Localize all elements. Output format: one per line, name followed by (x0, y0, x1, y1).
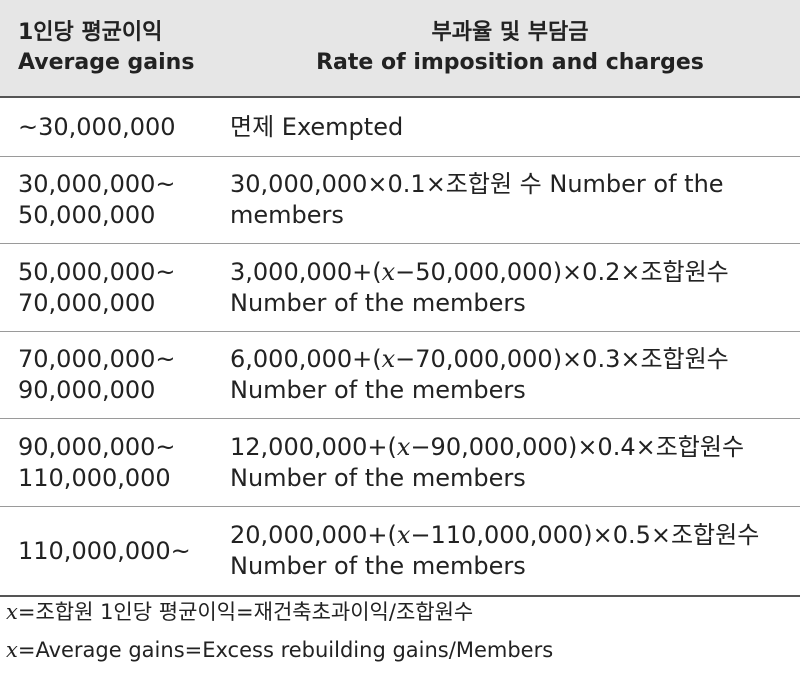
rate-formula: 3,000,000+(x−50,000,000)×0.2×조합원수 (230, 257, 800, 288)
table-body: ~30,000,000 면제 Exempted 30,000,000~ 50,0… (0, 97, 800, 597)
range-cell: 50,000,000~ 70,000,000 (0, 243, 220, 332)
header-average-gains: 1인당 평균이익 Average gains (0, 0, 220, 98)
table-row: 90,000,000~ 110,000,000 12,000,000+(x−90… (0, 418, 800, 507)
range-text-end: 50,000,000 (18, 201, 156, 229)
range-text-end: 70,000,000 (18, 288, 156, 317)
rate-formula: 6,000,000+(x−70,000,000)×0.3×조합원수 (230, 344, 800, 375)
header-col2-english: Rate of imposition and charges (316, 50, 704, 75)
formula-base: 12,000,000+( (230, 432, 397, 461)
rate-cell: 3,000,000+(x−50,000,000)×0.2×조합원수 Number… (220, 243, 800, 332)
footnote-text: =조합원 1인당 평균이익=재건축초과이익/조합원수 (17, 600, 474, 624)
rate-cell: 6,000,000+(x−70,000,000)×0.3×조합원수 Number… (220, 331, 800, 419)
table-row: 30,000,000~ 50,000,000 30,000,000×0.1×조합… (0, 156, 800, 244)
formula-base: 6,000,000+( (230, 345, 382, 373)
rate-formula-cont: members (230, 201, 344, 229)
range-text-start: 70,000,000~ (18, 345, 176, 373)
rate-formula: 12,000,000+(x−90,000,000)×0.4×조합원수 (230, 432, 800, 463)
levy-table: 1인당 평균이익 Average gains 부과율 및 부담금 Rate of… (0, 0, 800, 597)
table-row: 110,000,000~ 20,000,000+(x−110,000,000)×… (0, 506, 800, 597)
range-text-end: 110,000,000 (18, 463, 171, 492)
table-row: ~30,000,000 면제 Exempted (0, 97, 800, 157)
footnotes: x=조합원 1인당 평균이익=재건축초과이익/조합원수 x=Average ga… (0, 597, 800, 673)
table-header: 1인당 평균이익 Average gains 부과율 및 부담금 Rate of… (0, 0, 800, 98)
range-text: ~30,000,000 (18, 112, 176, 141)
footnote-english: x=Average gains=Excess rebuilding gains/… (0, 635, 800, 673)
table-row: 70,000,000~ 90,000,000 6,000,000+(x−70,0… (0, 331, 800, 419)
range-cell: ~30,000,000 (0, 97, 220, 157)
formula-rest: −50,000,000)×0.2×조합원수 (395, 257, 729, 286)
rate-formula: 30,000,000×0.1×조합원 수 Number of the (230, 170, 724, 198)
variable-x: x (396, 521, 411, 549)
rate-members-label: Number of the members (230, 376, 526, 404)
table-row: 50,000,000~ 70,000,000 3,000,000+(x−50,0… (0, 243, 800, 332)
variable-x: x (396, 432, 411, 461)
formula-base: 3,000,000+( (230, 257, 382, 286)
range-cell: 70,000,000~ 90,000,000 (0, 331, 220, 419)
header-rate-charges: 부과율 및 부담금 Rate of imposition and charges (220, 0, 800, 98)
variable-x: x (6, 600, 18, 624)
header-col2-korean: 부과율 및 부담금 (431, 20, 589, 45)
rate-members-label: Number of the members (230, 552, 526, 580)
range-text-start: 30,000,000~ (18, 170, 176, 198)
variable-x: x (6, 638, 18, 662)
rate-members-label: Number of the members (230, 463, 526, 492)
rate-formula: 20,000,000+(x−110,000,000)×0.5×조합원수 (230, 520, 800, 551)
formula-rest: −70,000,000)×0.3×조합원수 (395, 345, 729, 373)
footnote-text: =Average gains=Excess rebuilding gains/M… (17, 638, 554, 662)
rate-cell: 12,000,000+(x−90,000,000)×0.4×조합원수 Numbe… (220, 418, 800, 507)
formula-rest: −90,000,000)×0.4×조합원수 (410, 432, 745, 461)
rate-cell: 30,000,000×0.1×조합원 수 Number of the membe… (220, 156, 800, 244)
variable-x: x (381, 345, 396, 373)
range-text-end: 90,000,000 (18, 376, 156, 404)
footnote-korean: x=조합원 1인당 평균이익=재건축초과이익/조합원수 (0, 597, 800, 635)
variable-x: x (381, 257, 396, 286)
range-text: 110,000,000~ (18, 536, 191, 565)
rate-cell: 면제 Exempted (220, 97, 800, 157)
range-cell: 30,000,000~ 50,000,000 (0, 156, 220, 244)
range-text-start: 90,000,000~ (18, 432, 176, 461)
header-col1-english: Average gains (18, 50, 195, 75)
range-text-start: 50,000,000~ (18, 257, 176, 286)
rate-cell: 20,000,000+(x−110,000,000)×0.5×조합원수 Numb… (220, 506, 800, 597)
formula-rest: −110,000,000)×0.5×조합원수 (410, 521, 760, 549)
range-cell: 110,000,000~ (0, 506, 220, 597)
rate-members-label: Number of the members (230, 288, 526, 317)
formula-base: 20,000,000+( (230, 521, 397, 549)
range-cell: 90,000,000~ 110,000,000 (0, 418, 220, 507)
rate-text: 면제 Exempted (230, 112, 404, 141)
header-col1-korean: 1인당 평균이익 (18, 20, 163, 45)
